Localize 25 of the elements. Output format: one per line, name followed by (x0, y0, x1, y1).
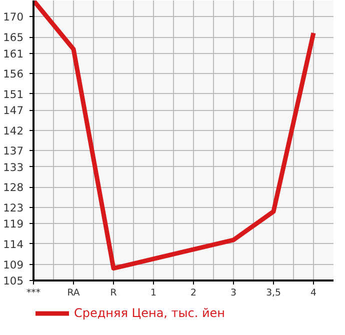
x-tick-label: 3 (230, 288, 237, 298)
y-tick-label: 114 (3, 238, 24, 251)
x-tick-label: *** (26, 288, 41, 298)
legend-label: Средняя Цена, тыс. йен (74, 306, 226, 320)
y-tick-label: 109 (3, 258, 24, 272)
y-tick-label: 119 (3, 218, 24, 231)
x-tick-label: 4 (310, 288, 317, 298)
y-tick-label: 156 (3, 68, 24, 81)
y-tick-label: 170 (3, 10, 24, 24)
y-tick-label: 147 (3, 104, 24, 118)
y-tick-label: 123 (3, 201, 24, 214)
x-tick-label: 2 (190, 288, 196, 298)
line-series (34, 0, 316, 271)
x-tick-label: RA (67, 288, 80, 298)
y-tick-label: 151 (3, 88, 24, 101)
x-tick-label: 3,5 (266, 288, 281, 298)
y-tick-label: 105 (3, 274, 24, 288)
y-tick-label: 161 (3, 47, 24, 60)
y-tick-label: 142 (3, 124, 24, 138)
y-tick-label: 133 (3, 160, 24, 174)
x-tick-label: 1 (150, 288, 157, 298)
y-tick-label: 137 (3, 144, 24, 158)
x-tick-label: R (110, 288, 118, 298)
y-tick-label: 128 (3, 181, 24, 194)
y-tick-label: 165 (3, 31, 24, 44)
